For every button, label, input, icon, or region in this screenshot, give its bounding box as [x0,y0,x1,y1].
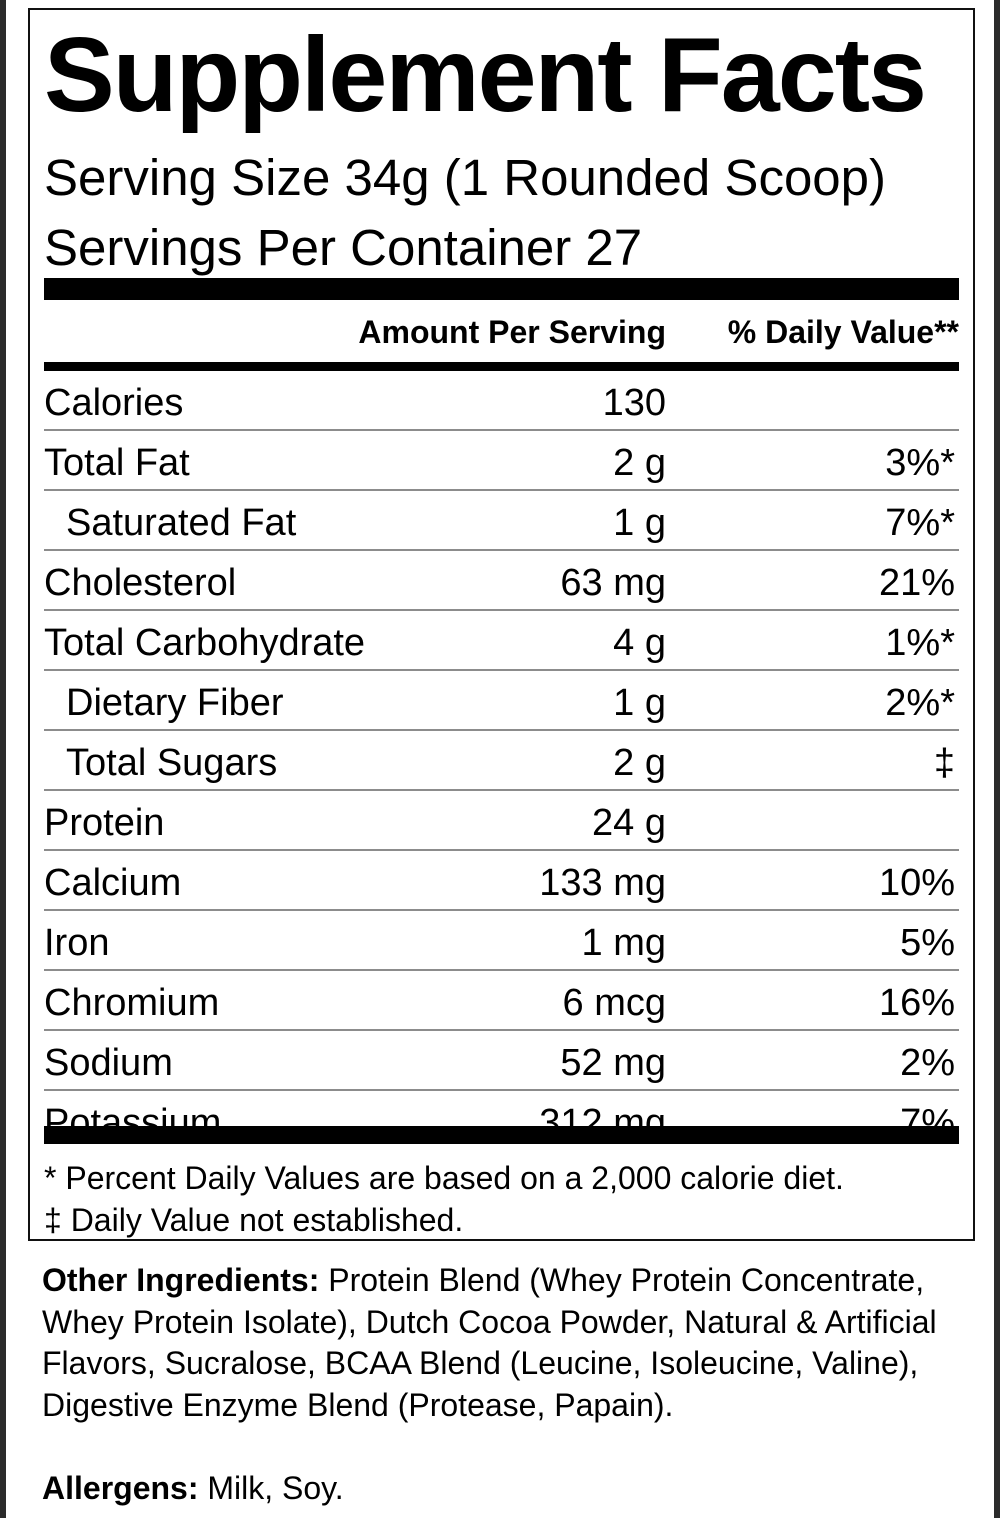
nutrient-name: Cholesterol [44,562,237,604]
medium-divider [44,362,959,371]
nutrient-name: Calories [44,382,184,424]
nutrient-amount: 4 g [613,622,666,664]
nutrient-name: Protein [44,802,165,844]
nutrient-row-dietary-fiber: Dietary Fiber 1 g 2%* [44,671,959,731]
other-ingredients: Other Ingredients: Protein Blend (Whey P… [42,1260,962,1426]
nutrient-row-chromium: Chromium 6 mcg 16% [44,971,959,1031]
nutrient-row-cholesterol: Cholesterol 63 mg 21% [44,551,959,611]
thick-divider-top [44,278,959,300]
nutrient-amount: 52 mg [560,1042,666,1084]
nutrient-name: Iron [44,922,110,964]
thick-divider-bottom [44,1126,959,1144]
panel-title: Supplement Facts [44,16,927,134]
nutrient-daily-value: 16% [878,982,955,1024]
other-ingredients-label: Other Ingredients: [42,1262,320,1298]
right-edge-border [994,0,1000,1518]
nutrient-amount: 2 g [613,442,666,484]
allergens-text: Milk, Soy. [198,1470,344,1506]
nutrient-daily-value: 7%* [885,502,955,544]
nutrient-amount: 2 g [613,742,666,784]
nutrient-name: Dietary Fiber [66,682,284,724]
nutrient-daily-value: 21% [878,562,955,604]
servings-per-container: Servings Per Container 27 [44,219,643,276]
nutrient-amount: 1 g [613,502,666,544]
left-edge-border [0,0,6,1518]
nutrient-name: Chromium [44,982,220,1024]
nutrient-amount: 6 mcg [562,982,666,1024]
nutrient-name: Saturated Fat [66,502,297,544]
header-daily-value: % Daily Value** [727,314,959,350]
nutrient-row-total-fat: Total Fat 2 g 3%* [44,431,959,491]
nutrient-daily-value: 1%* [885,622,955,664]
nutrient-amount: 133 mg [539,862,666,904]
nutrient-amount: 1 mg [581,922,666,964]
nutrient-name: Total Fat [44,442,190,484]
allergens: Allergens: Milk, Soy. [42,1468,344,1510]
nutrient-row-iron: Iron 1 mg 5% [44,911,959,971]
header-amount-per-serving: Amount Per Serving [358,314,666,350]
nutrient-daily-value: 5% [900,922,955,964]
allergens-label: Allergens: [42,1470,199,1506]
nutrient-amount: 130 [602,382,666,424]
supplement-facts-panel: Supplement Facts Serving Size 34g (1 Rou… [28,8,975,1241]
nutrient-name: Calcium [44,862,182,904]
nutrient-daily-value: 10% [878,862,955,904]
footnote-daily-values: * Percent Daily Values are based on a 2,… [44,1160,844,1196]
nutrient-row-total-carbohydrate: Total Carbohydrate 4 g 1%* [44,611,959,671]
nutrient-name: Sodium [44,1042,173,1084]
nutrient-amount: 63 mg [560,562,666,604]
nutrient-daily-value: 3%* [885,442,955,484]
nutrient-name: Total Carbohydrate [44,622,366,664]
footnote-not-established: ‡ Daily Value not established. [44,1202,464,1238]
nutrient-daily-value: 2%* [885,682,955,724]
nutrient-amount: 1 g [613,682,666,724]
other-ingredients-text: Protein Blend (Whey Protein Concentrate,… [42,1262,937,1423]
nutrient-daily-value: ‡ [933,742,955,784]
nutrient-daily-value: 2% [900,1042,955,1084]
nutrient-name: Total Sugars [66,742,278,784]
nutrient-table: Calories 130 Total Fat 2 g 3%* Saturated… [44,371,959,1149]
nutrient-row-calcium: Calcium 133 mg 10% [44,851,959,911]
nutrient-row-sodium: Sodium 52 mg 2% [44,1031,959,1091]
nutrient-row-protein: Protein 24 g [44,791,959,851]
nutrient-amount: 24 g [592,802,666,844]
panel-inner: Supplement Facts Serving Size 34g (1 Rou… [44,10,959,1239]
nutrient-row-saturated-fat: Saturated Fat 1 g 7%* [44,491,959,551]
nutrient-row-total-sugars: Total Sugars 2 g ‡ [44,731,959,791]
serving-size: Serving Size 34g (1 Rounded Scoop) [44,149,887,206]
nutrient-row-calories: Calories 130 [44,371,959,431]
